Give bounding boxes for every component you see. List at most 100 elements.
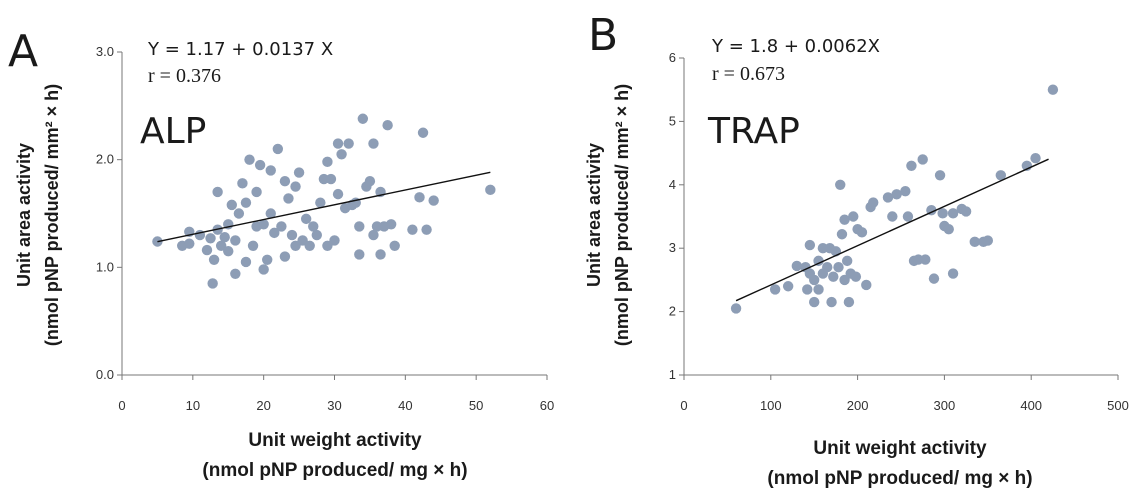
panel-b-data-point	[791, 260, 803, 272]
panel-a-label: A	[8, 26, 38, 77]
panel-b-x-axis-units: (nmol pNP produced/ mg × h)	[767, 468, 1032, 489]
panel-b-data-point	[843, 296, 855, 308]
panel-a-data-point	[219, 231, 230, 243]
panel-a-data-point	[325, 173, 337, 185]
panel-b-data-point	[822, 262, 833, 273]
panel-a-data-point	[265, 208, 276, 219]
panel-b-x-tick-label: 100	[760, 398, 782, 413]
panel-a-data-point	[212, 186, 223, 198]
panel-b-data-point	[856, 227, 868, 238]
panel-b-data-point	[887, 211, 898, 222]
panel-b-data-point	[1030, 152, 1041, 164]
panel-b-points	[730, 84, 1059, 314]
panel-b-data-point	[920, 254, 931, 265]
panel-a-data-point	[357, 113, 369, 124]
panel-a-y-axis-units: (nmol pNP produced/ mm² × h)	[42, 84, 62, 346]
panel-a-data-point	[385, 219, 397, 230]
panel-a-data-point	[254, 159, 266, 171]
panel-a-x-tick-label: 0	[118, 398, 125, 413]
panel-b-data-point	[1047, 84, 1059, 95]
panel-a-data-point	[279, 176, 291, 187]
panel-a-data-point	[315, 197, 326, 208]
panel-b-y-tick-label: 5	[669, 113, 676, 128]
panel-a-data-point	[244, 154, 255, 165]
panel-a-data-point	[364, 176, 376, 187]
panel-a-data-point	[230, 268, 241, 279]
panel-b-label: B	[588, 10, 618, 61]
panel-b-x-tick-label: 200	[847, 398, 869, 413]
panel-a-data-point	[311, 229, 322, 241]
panel-a-data-point	[269, 227, 280, 239]
panel-b-axes: 1 2 3 4 5 6 0 100 200 300 400 500	[669, 50, 1129, 413]
panel-a-data-point	[286, 229, 298, 241]
panel-b-y-tick-label: 1	[669, 367, 676, 382]
panel-a-data-point	[208, 254, 220, 265]
panel-a-data-point	[389, 240, 400, 251]
panel-a-data-point	[417, 127, 429, 138]
panel-a-y-axis-label: Unit area activity	[14, 143, 34, 287]
panel-a-data-point	[414, 192, 425, 203]
panel-b-r-value: r = 0.673	[712, 63, 785, 85]
panel-a-data-point	[368, 229, 379, 241]
panel-b-data-point	[982, 235, 993, 246]
panel-b-data-point	[813, 284, 824, 295]
panel-a-data-point	[262, 254, 273, 265]
panel-b-regression-line	[735, 158, 1049, 302]
panel-a-y-tick-label: 0.0	[96, 367, 114, 382]
panel-b-data-point	[928, 273, 940, 284]
panel-b-data-point	[730, 303, 742, 314]
panel-b-data-point	[969, 236, 980, 248]
panel-a-data-point	[368, 138, 379, 149]
panel-a-data-point	[297, 235, 308, 246]
panel-b-enzyme-label: TRAP	[707, 111, 800, 152]
panel-a-data-point	[332, 138, 344, 149]
panel-a-data-point	[354, 221, 365, 232]
panel-a-data-point	[276, 221, 287, 232]
panel-b-x-axis-label: Unit weight activity	[813, 438, 987, 459]
panel-a-data-point	[375, 249, 386, 260]
panel-a-data-point	[223, 245, 234, 257]
panel-a-data-point	[421, 224, 432, 235]
panel-b-data-point	[828, 271, 839, 282]
panel-a-fit	[157, 171, 491, 243]
panel-a-data-point	[215, 240, 227, 251]
panel-b-data-point	[769, 284, 781, 295]
panel-b-y-axis-units: (nmol pNP produced/ mm² × h)	[612, 84, 632, 346]
panel-b-data-point	[826, 296, 837, 308]
panel-b-data-point	[900, 185, 911, 197]
panel-b-data-point	[833, 262, 844, 273]
panel-b-data-point	[861, 279, 872, 291]
panel-a-data-point	[336, 149, 347, 160]
panel-a-regression-line	[157, 171, 491, 243]
panel-b-y-tick-label: 3	[669, 240, 676, 255]
panel-a-data-point	[290, 240, 301, 251]
panel-a-data-point	[428, 195, 439, 206]
panel-a: A Y = 1.17 + 0.0137 X r = 0.376 ALP 0.0 1…	[8, 26, 554, 481]
panel-b-data-point	[850, 271, 862, 282]
panel-a-data-point	[293, 167, 305, 178]
panel-a-x-tick-label: 20	[256, 398, 270, 413]
panel-b-data-point	[809, 274, 820, 286]
panel-a-y-tick-label: 2.0	[96, 152, 114, 167]
panel-a-data-point	[485, 184, 496, 196]
panel-a-data-point	[283, 193, 294, 204]
panel-a-data-point	[251, 186, 262, 198]
panel-a-data-point	[230, 235, 241, 246]
panel-b-data-point	[906, 160, 917, 171]
panel-a-x-tick-label: 40	[398, 398, 412, 413]
panel-a-data-point	[343, 138, 354, 149]
panel-b-data-point	[809, 296, 820, 308]
panel-a-data-point	[382, 120, 393, 131]
panel-a-y-tick-label: 1.0	[96, 259, 114, 274]
panel-b-x-tick-label: 300	[934, 398, 956, 413]
panel-b-x-tick-label: 0	[680, 398, 687, 413]
panel-b-data-point	[841, 255, 853, 267]
panel-a-x-tick-label: 60	[540, 398, 554, 413]
panel-a-enzyme-label: ALP	[140, 111, 206, 152]
panel-a-data-point	[184, 238, 195, 249]
panel-b-data-point	[882, 192, 894, 203]
panel-a-data-point	[240, 197, 252, 208]
panel-a-data-point	[308, 221, 319, 232]
panel-b: B Y = 1.8 + 0.0062X r = 0.673 TRAP 1 2 3 4 5…	[584, 10, 1129, 489]
panel-a-x-axis-units: (nmol pNP produced/ mg × h)	[202, 460, 467, 481]
